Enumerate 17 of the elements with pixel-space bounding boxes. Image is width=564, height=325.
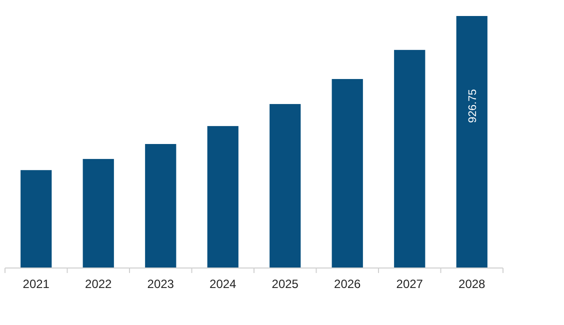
bar [394,50,426,268]
x-tick-label: 2024 [210,277,237,291]
bar [82,158,114,268]
x-tick-label: 2023 [147,277,174,291]
x-tick-label: 2026 [334,277,362,291]
bar [145,144,176,268]
bar [270,104,301,268]
x-tick-label: 2028 [458,277,486,291]
bar [456,16,488,268]
bar [207,126,238,268]
x-tick-label: 2027 [396,277,424,291]
bar [20,170,52,268]
bar [332,79,363,268]
data-label: 926.75 [466,89,479,123]
x-tick-label: 2025 [272,277,299,291]
x-tick-label: 2022 [85,277,112,291]
x-tick-label: 2021 [22,277,50,291]
